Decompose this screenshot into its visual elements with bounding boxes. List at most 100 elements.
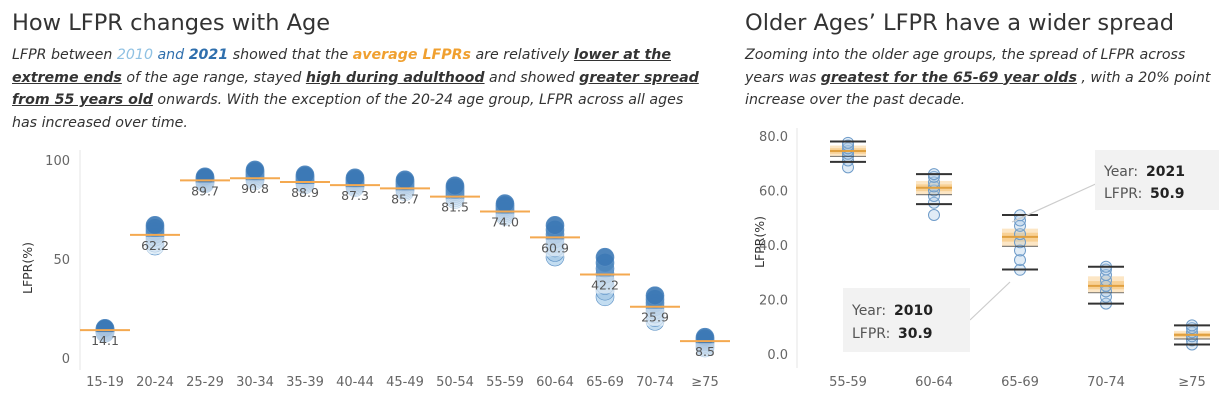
tooltip-2021-lfpr-value: 50.9 [1150, 186, 1185, 202]
yearly-lfpr-point [495, 194, 515, 213]
average-lfpr-label: 81.5 [441, 200, 469, 215]
yearly-lfpr-point [595, 247, 615, 267]
x-tick-label: 55-59 [829, 375, 867, 390]
x-tick-label: 70-74 [636, 375, 674, 390]
average-lfpr-label: 14.1 [91, 333, 119, 348]
left-chart-description: LFPR between 2010 and 2021 showed that t… [12, 44, 712, 134]
y-tick-label: 0.0 [767, 348, 788, 363]
yearly-lfpr-point [1014, 253, 1026, 266]
year-2010-highlight: 2010 [116, 47, 153, 63]
y-tick-label: 50 [53, 253, 70, 268]
yearly-lfpr-point [928, 209, 940, 222]
desc-text: showed that the [228, 47, 353, 63]
desc-text: onwards. With the exception of the 20-24… [12, 92, 684, 131]
tooltip-2010: Year: 2010 LFPR: 30.9 [843, 281, 1011, 352]
average-label-bg [484, 213, 526, 231]
average-lfpr-label: 85.7 [391, 191, 419, 206]
x-tick-label: 60-64 [536, 375, 574, 390]
tooltip-2010-year-key: Year: [851, 303, 886, 319]
yearly-lfpr-point [1014, 244, 1026, 257]
x-tick-label: 45-49 [386, 375, 424, 390]
and-text: and [152, 47, 189, 63]
x-tick-label: 30-34 [236, 375, 274, 390]
lfpr-by-age-chart: 0 50 100 LFPR(%) 15-19 14.1 20-24 62.2 25-29 89.7… [20, 150, 730, 390]
average-label-bg [634, 308, 676, 326]
y-tick-label: 100 [45, 154, 70, 169]
box-iqr [1088, 276, 1124, 293]
desc-text: are relatively [470, 47, 574, 63]
x-tick-label: ≥75 [691, 375, 718, 390]
yearly-lfpr-point [928, 180, 940, 193]
y-axis-title: LFPR(%) [20, 242, 35, 294]
average-lfpr-label: 88.9 [291, 185, 319, 200]
greatest-spread-highlight: greatest for the 65-69 year olds [820, 69, 1077, 86]
x-tick-label: 60-64 [915, 375, 953, 390]
average-label-bg [184, 182, 226, 200]
tooltip-2010-lfpr-key: LFPR: [852, 326, 890, 342]
x-tick-label: 50-54 [436, 375, 474, 390]
average-label-bg [684, 343, 726, 361]
y-tick-label: 40.0 [759, 239, 788, 254]
x-tick-label: 65-69 [1001, 375, 1039, 390]
year-2021-highlight: 2021 [188, 47, 229, 63]
spread-highlight: greater spread from 55 years old [12, 69, 699, 109]
y-tick-label: 20.0 [759, 294, 788, 309]
average-lfpr-label: 8.5 [695, 344, 715, 359]
y-tick-label: 0 [62, 352, 70, 367]
tooltip-2021-year-key: Year: [1103, 164, 1138, 180]
left-chart-title: How LFPR changes with Age [12, 10, 331, 36]
desc-text: , with a 20% point increase over the pas… [745, 69, 1211, 109]
yearly-lfpr-point [842, 154, 854, 167]
average-lfpr-label: 74.0 [491, 214, 519, 229]
average-lfpr-label: 89.7 [191, 183, 219, 198]
average-lfpr-label: 60.9 [541, 240, 569, 255]
extreme-ends-highlight: lower at the extreme ends [12, 47, 671, 86]
right-chart-description: Zooming into the older age groups, the s… [745, 44, 1215, 112]
yearly-lfpr-point [928, 196, 940, 209]
yearly-lfpr-point [295, 165, 315, 185]
adulthood-highlight: high during adulthood [305, 69, 485, 86]
average-lfpr-highlight: average LFPRs [352, 47, 471, 63]
desc-text: and showed [484, 69, 580, 86]
x-tick-label: 40-44 [336, 375, 374, 390]
x-tick-label: 20-24 [136, 375, 174, 390]
tooltip-2021: Year: 2021 LFPR: 50.9 [1011, 150, 1219, 223]
average-label-bg [434, 198, 476, 216]
x-tick-label: 70-74 [1087, 375, 1125, 390]
average-label-bg [534, 239, 576, 257]
tooltip-2010-box [843, 288, 970, 352]
yearly-lfpr-point [545, 216, 565, 235]
yearly-lfpr-point [445, 176, 465, 196]
yearly-lfpr-point [645, 286, 665, 305]
right-chart-title: Older Ages’ LFPR have a wider spread [745, 10, 1175, 36]
tooltip-2021-year-value: 2021 [1146, 164, 1185, 180]
tooltip-2010-lfpr-value: 30.9 [898, 326, 933, 342]
average-label-bg [584, 276, 626, 294]
average-lfpr-label: 90.8 [241, 181, 269, 196]
average-label-bg [334, 187, 376, 205]
desc-text: LFPR between [12, 47, 117, 63]
tooltip-2010-leader [969, 281, 1011, 321]
x-tick-label: 35-39 [286, 375, 324, 390]
x-tick-label: 65-69 [586, 375, 624, 390]
average-lfpr-label: 87.3 [341, 188, 369, 203]
x-tick-label: 25-29 [186, 375, 224, 390]
y-tick-label: 60.0 [759, 185, 788, 200]
desc-text: of the age range, stayed [121, 69, 306, 86]
x-tick-label: 55-59 [486, 375, 524, 390]
average-lfpr-label: 25.9 [641, 310, 669, 325]
tooltip-2021-lfpr-key: LFPR: [1104, 186, 1142, 202]
x-tick-label: 15-19 [86, 375, 124, 390]
average-label-bg [234, 180, 276, 198]
average-label-bg [384, 190, 426, 208]
y-tick-label: 80.0 [759, 130, 788, 145]
tooltip-2010-year-value: 2010 [894, 303, 933, 319]
tooltip-2021-box [1095, 150, 1219, 210]
yearly-lfpr-point [345, 168, 365, 188]
x-tick-label: ≥75 [1178, 375, 1205, 390]
y-axis-title: LFPR(%) [752, 216, 767, 268]
average-label-bg [84, 332, 126, 350]
desc-text: Zooming into the older age groups, the s… [745, 47, 1186, 86]
average-label-bg [284, 183, 326, 201]
